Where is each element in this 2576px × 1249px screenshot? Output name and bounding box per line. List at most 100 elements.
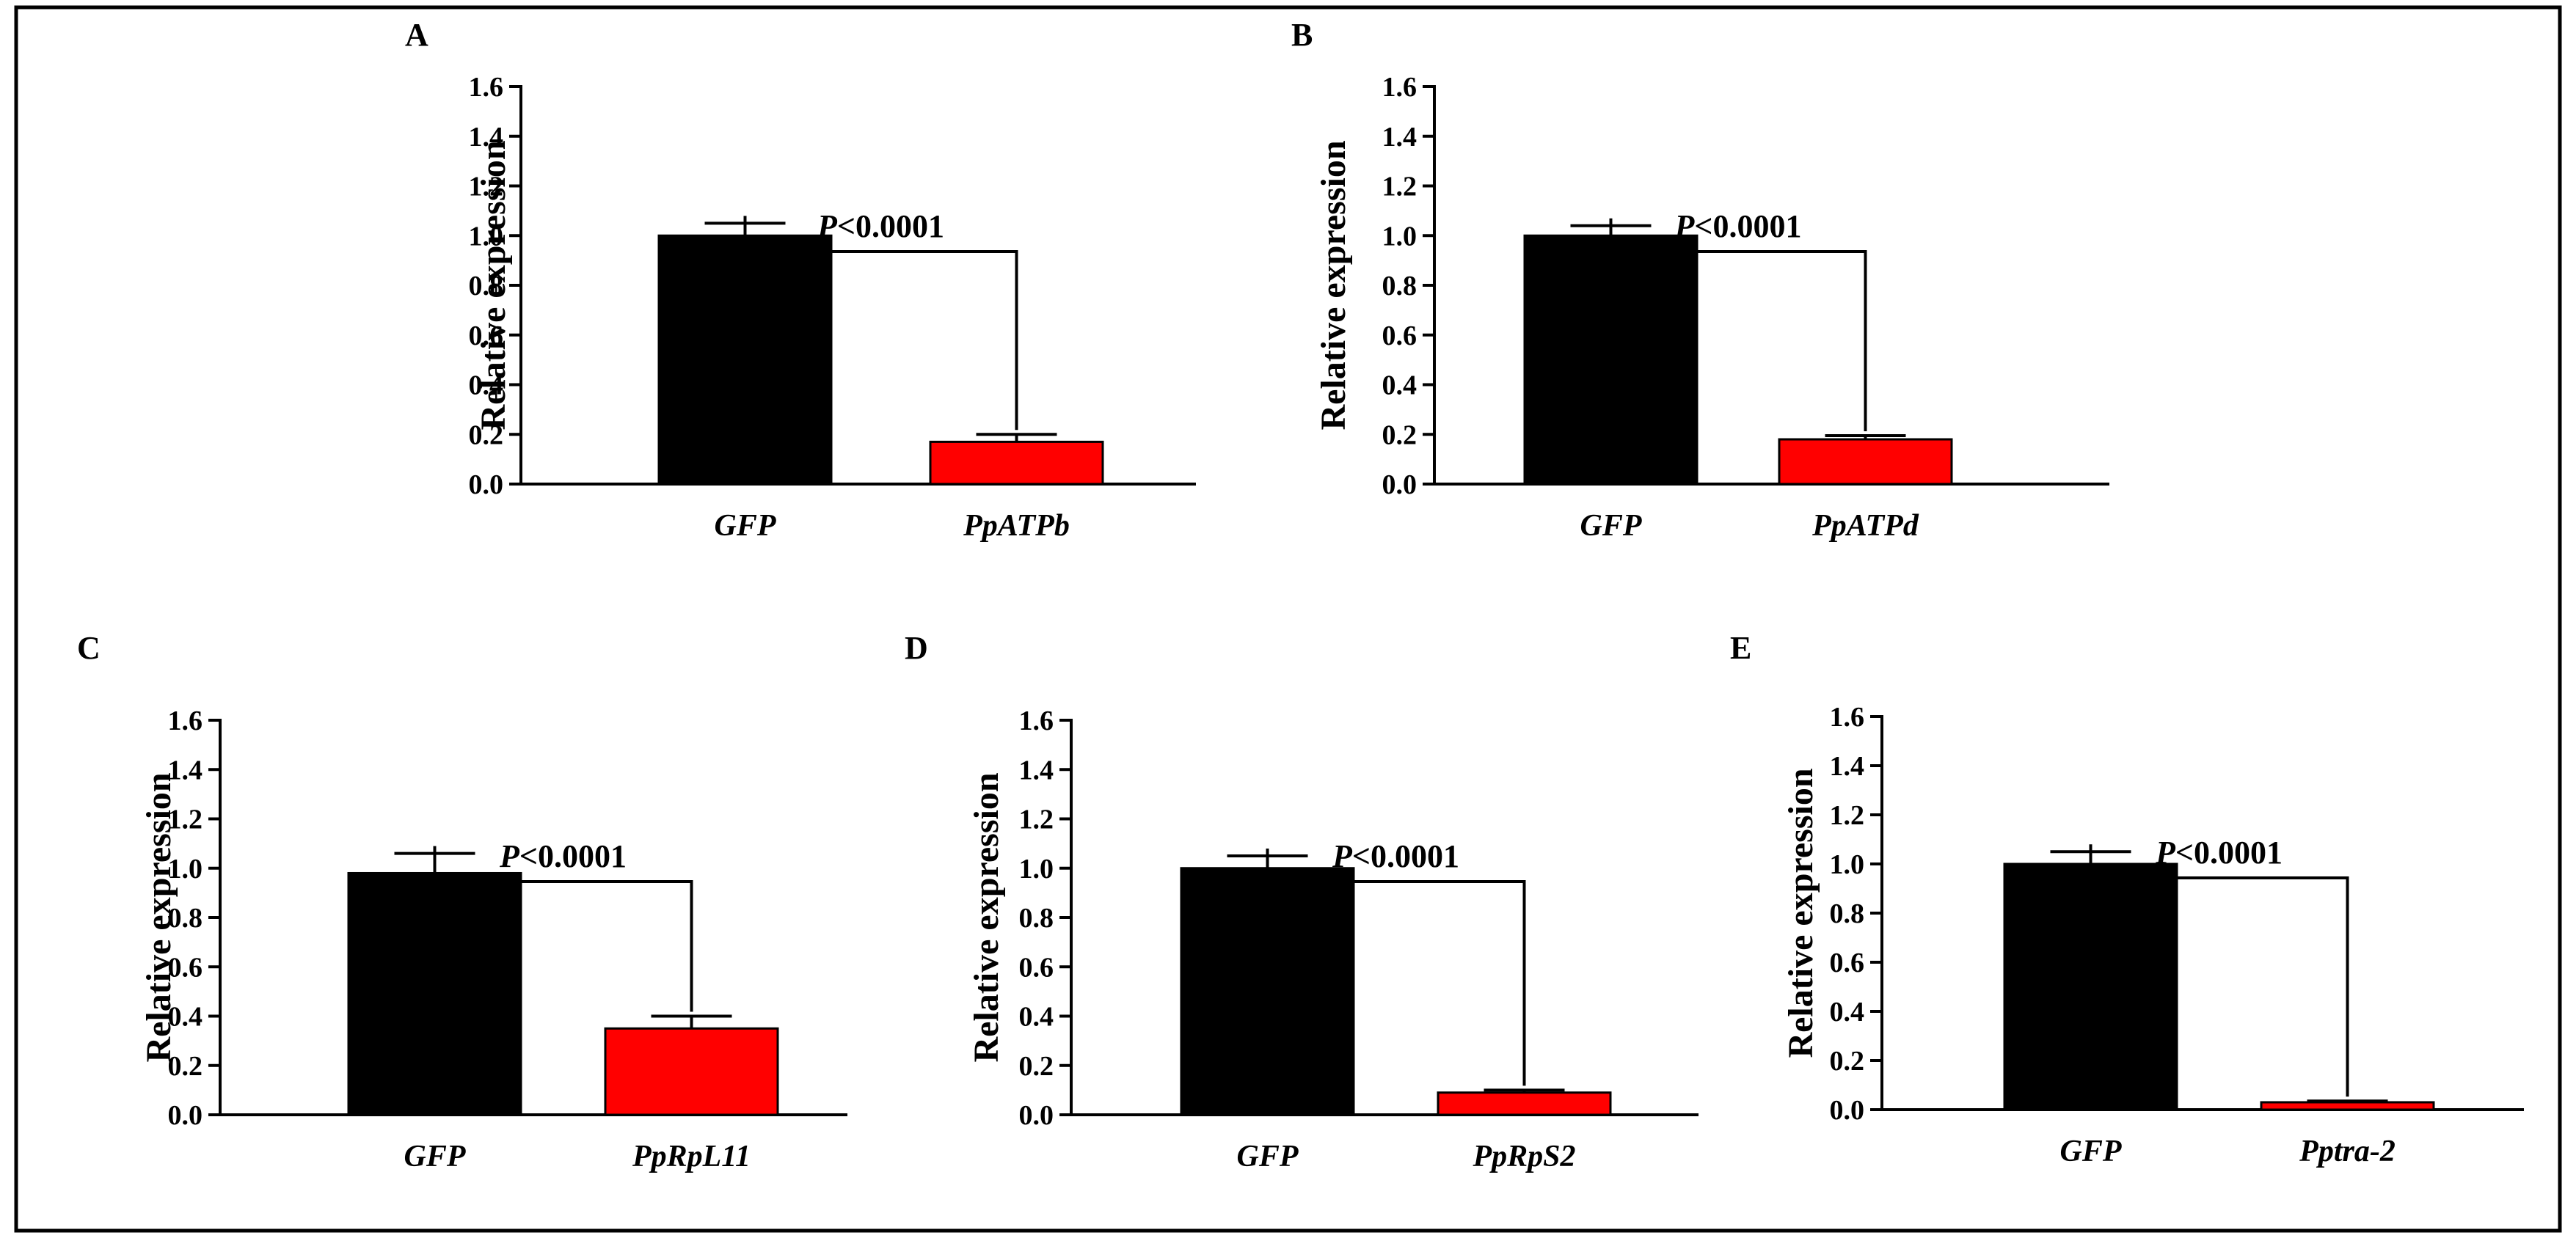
panel-e: E 0.0 0.2 0.4 0.6 0.8 1.0 1.2 1.4 1.6 Relative exp… [1730, 630, 2524, 1168]
x-category-label: GFP [1237, 1140, 1299, 1173]
y-tick-label: 0.2 [1382, 420, 1417, 450]
y-tick-label: 0.4 [1830, 997, 1865, 1028]
p-value-symbol: P [499, 838, 520, 874]
y-tick-label: 1.2 [469, 172, 504, 202]
y-tick-label: 0.0 [469, 469, 504, 500]
y-axis-label: Relative expression [967, 772, 1006, 1062]
significance-bracket [743, 216, 1018, 431]
significance-bracket [433, 846, 693, 1012]
panel-b: B 0.0 0.2 0.4 0.6 0.8 1.0 1.2 1.4 1.6 Relative exp… [1291, 17, 2109, 543]
y-tick-label: 0.0 [1830, 1095, 1865, 1126]
p-value-label: P<0.0001 [1674, 208, 1802, 244]
p-value-text: <0.0001 [1352, 838, 1459, 874]
y-tick-label: 0.6 [168, 952, 203, 983]
bar-gfp [657, 234, 833, 486]
significance-bracket [1266, 848, 1526, 1086]
y-tick-label: 0.6 [1830, 948, 1865, 978]
y-tick-label: 0.6 [1019, 952, 1054, 983]
x-category-label: PpRpS2 [1472, 1140, 1575, 1173]
y-tick-label: 1.0 [1382, 221, 1417, 252]
p-value-label: P<0.0001 [817, 208, 944, 244]
p-value-symbol: P [817, 208, 838, 244]
p-value-label: P<0.0001 [499, 838, 627, 874]
y-tick-label: 0.2 [168, 1051, 203, 1082]
p-value-label: P<0.0001 [2155, 835, 2283, 871]
y-axis-label: Relative expression [1314, 140, 1353, 430]
y-tick-label: 1.6 [1830, 702, 1865, 733]
bar-gfp [2003, 862, 2178, 1111]
y-tick-label: 1.0 [469, 221, 504, 252]
p-value-text: <0.0001 [837, 208, 944, 244]
x-category-label: PpRpL11 [632, 1140, 751, 1173]
y-tick-label: 1.4 [469, 122, 504, 153]
y-tick-label: 1.2 [1830, 800, 1865, 831]
p-value-text: <0.0001 [519, 838, 627, 874]
y-tick-label: 0.0 [1019, 1100, 1054, 1131]
y-tick-label: 0.8 [168, 903, 203, 934]
panel-letter: D [905, 630, 928, 666]
y-tick-label: 0.4 [168, 1002, 203, 1033]
y-tick-label: 0.8 [1830, 898, 1865, 929]
bar-gfp [1180, 867, 1355, 1116]
y-tick-label: 1.4 [168, 755, 203, 785]
y-tick-label: 0.6 [469, 321, 504, 351]
bar-gfp [347, 871, 522, 1116]
y-axis-label: Relative expression [1781, 768, 1820, 1058]
y-tick-label: 0.6 [1382, 321, 1417, 351]
p-value-symbol: P [1674, 208, 1696, 244]
p-value-symbol: P [1332, 838, 1353, 874]
p-value-text: <0.0001 [2175, 835, 2283, 871]
y-tick-label: 1.0 [1830, 849, 1865, 880]
y-tick-label: 1.6 [1382, 72, 1417, 103]
bar-ppatpd [1778, 438, 1953, 486]
p-value-symbol: P [2155, 835, 2176, 871]
x-category-label: PpATPb [963, 509, 1070, 543]
panel-d: D 0.0 0.2 0.4 0.6 0.8 1.0 1.2 1.4 1.6 Relative exp… [905, 630, 1699, 1173]
y-tick-label: 0.8 [1019, 903, 1054, 934]
bar-pprps2 [1437, 1091, 1612, 1116]
y-tick-label: 1.6 [469, 72, 504, 103]
panel-letter: B [1291, 17, 1313, 53]
bar-pptra-2 [2260, 1101, 2435, 1111]
y-axis-label: Relative expression [139, 772, 178, 1062]
y-tick-label: 0.4 [1382, 370, 1417, 401]
panel-c: C 0.0 0.2 0.4 0.6 0.8 1.0 1.2 1.4 1.6 Relative exp… [77, 630, 847, 1173]
y-tick-label: 1.4 [1382, 122, 1417, 153]
x-category-label: GFP [1580, 509, 1642, 543]
x-category-label: GFP [2060, 1135, 2122, 1168]
figure-frame [14, 5, 2562, 1233]
y-tick-label: 1.2 [1019, 805, 1054, 835]
x-category-label: GFP [404, 1140, 466, 1173]
panel-a: A 0.0 0.2 0.4 0.6 0.8 1.0 1.2 1.4 1.6 Relative exp… [405, 17, 1196, 543]
y-tick-label: 0.8 [469, 271, 504, 301]
y-tick-label: 1.6 [168, 706, 203, 736]
y-tick-label: 0.2 [1830, 1046, 1865, 1077]
significance-bracket [2089, 844, 2349, 1097]
y-tick-label: 1.0 [1019, 854, 1054, 884]
y-tick-label: 0.0 [1382, 469, 1417, 500]
p-value-text: <0.0001 [1694, 208, 1801, 244]
y-tick-label: 0.2 [1019, 1051, 1054, 1082]
y-tick-label: 0.2 [469, 420, 504, 450]
bar-ppatpb [929, 440, 1104, 486]
panel-letter: E [1730, 630, 1751, 666]
y-tick-label: 0.4 [469, 370, 504, 401]
y-tick-label: 0.0 [168, 1100, 203, 1131]
y-tick-label: 1.2 [1382, 172, 1417, 202]
y-axis-label: Relative expression [474, 140, 513, 430]
panel-letter: A [405, 17, 428, 53]
y-tick-label: 0.4 [1019, 1002, 1054, 1033]
y-tick-label: 1.6 [1019, 706, 1054, 736]
x-category-label: PpATPd [1811, 509, 1919, 543]
bar-gfp [1523, 234, 1699, 486]
y-tick-label: 1.4 [1830, 751, 1865, 782]
x-category-label: Pptra-2 [2299, 1135, 2396, 1168]
y-tick-label: 1.2 [168, 805, 203, 835]
bar-pprpl11 [604, 1027, 779, 1116]
y-tick-label: 1.0 [168, 854, 203, 884]
y-tick-label: 0.8 [1382, 271, 1417, 301]
panel-letter: C [77, 630, 101, 666]
p-value-label: P<0.0001 [1332, 838, 1459, 874]
significance-bracket [1609, 218, 1867, 431]
